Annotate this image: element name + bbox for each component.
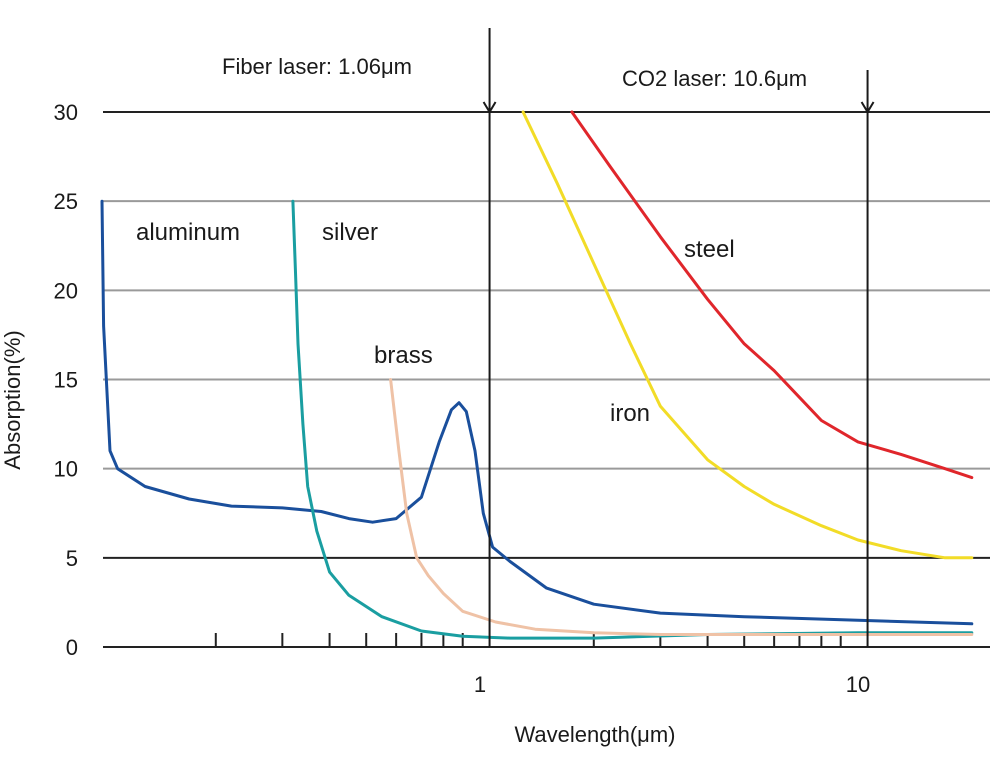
series-lines — [100, 110, 974, 640]
y-tick-labels: 0 5 10 15 20 25 30 — [54, 100, 78, 660]
laser-arrow-2 — [860, 101, 875, 114]
x-axis-label: Wavelength(μm) — [514, 722, 675, 747]
series-labels: aluminum silver brass iron steel — [136, 219, 735, 427]
laser-markers: Fiber laser: 1.06μm CO2 laser: 10.6μm — [222, 28, 875, 647]
series-label-aluminum: aluminum — [136, 219, 240, 246]
series-line-aluminum — [100, 199, 974, 626]
y-tick-label-25: 25 — [54, 189, 78, 214]
series-line-iron — [521, 110, 974, 560]
laser-arrow-1 — [482, 101, 497, 114]
x-tick-label-1: 1 — [474, 672, 486, 697]
series-line-brass — [389, 378, 974, 636]
series-label-silver: silver — [322, 219, 378, 246]
series-line-silver — [291, 199, 974, 640]
x-tick-label-10: 10 — [846, 672, 870, 697]
series-line-steel — [570, 110, 974, 480]
series-label-brass: brass — [374, 342, 433, 369]
grid-lines — [103, 111, 990, 648]
laser-annotation-2: CO2 laser: 10.6μm — [622, 66, 807, 91]
y-tick-label-30: 30 — [54, 100, 78, 125]
y-tick-label-20: 20 — [54, 278, 78, 303]
y-tick-label-15: 15 — [54, 368, 78, 393]
y-axis-label: Absorption(%) — [0, 330, 25, 469]
series-label-steel: steel — [684, 236, 735, 263]
x-tick-labels: 1 10 — [474, 672, 870, 697]
series-label-iron: iron — [610, 400, 650, 427]
y-tick-label-10: 10 — [54, 457, 78, 482]
y-tick-label-5: 5 — [66, 546, 78, 571]
y-tick-label-0: 0 — [66, 635, 78, 660]
laser-annotation-1: Fiber laser: 1.06μm — [222, 54, 412, 79]
